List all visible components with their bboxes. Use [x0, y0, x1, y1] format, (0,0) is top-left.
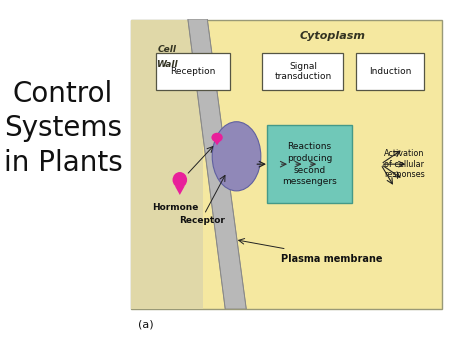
FancyBboxPatch shape	[131, 20, 442, 309]
FancyBboxPatch shape	[267, 125, 351, 203]
Text: Reception: Reception	[170, 67, 216, 76]
Text: (a): (a)	[138, 320, 153, 330]
Text: Activation
of cellular
responses: Activation of cellular responses	[384, 149, 425, 179]
FancyBboxPatch shape	[262, 53, 343, 90]
FancyBboxPatch shape	[156, 53, 230, 90]
Text: Receptor: Receptor	[180, 216, 225, 225]
Ellipse shape	[172, 172, 187, 188]
Text: Cell: Cell	[158, 45, 176, 54]
Text: Wall: Wall	[156, 61, 178, 69]
Text: Control
Systems
in Plants: Control Systems in Plants	[4, 80, 122, 177]
Bar	[131, 20, 202, 309]
Polygon shape	[175, 186, 184, 195]
Ellipse shape	[212, 122, 261, 191]
Text: Cytoplasm: Cytoplasm	[299, 30, 365, 41]
Text: Induction: Induction	[369, 67, 412, 76]
Text: Hormone: Hormone	[152, 203, 198, 213]
Text: Reactions
producing
second
messengers: Reactions producing second messengers	[282, 142, 337, 186]
FancyBboxPatch shape	[356, 53, 424, 90]
Text: Plasma membrane: Plasma membrane	[281, 254, 383, 264]
Text: Signal
transduction: Signal transduction	[274, 62, 332, 81]
Ellipse shape	[212, 133, 223, 142]
Polygon shape	[188, 20, 246, 309]
Polygon shape	[214, 141, 220, 145]
